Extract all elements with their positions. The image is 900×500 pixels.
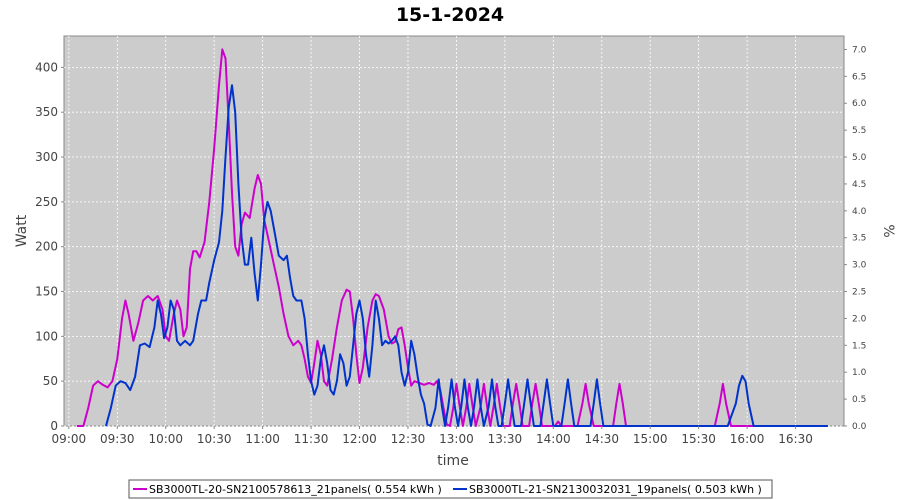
y-right-tick-label: 6.5 <box>852 72 866 82</box>
y-right-tick-label: 0.0 <box>852 422 867 432</box>
y-tick-label: 200 <box>35 240 58 254</box>
x-tick-label: 13:30 <box>488 432 523 446</box>
x-tick-label: 14:30 <box>584 432 619 446</box>
legend-box <box>128 479 773 499</box>
y-right-tick-label: 4.0 <box>852 207 867 217</box>
legend-label-series-1: SB3000TL-20-SN2100578613_21panels( 0.554… <box>149 483 442 496</box>
y-right-tick-label: 2.0 <box>852 314 867 324</box>
y-right-tick-label: 0.5 <box>852 395 866 405</box>
series-layer <box>76 48 828 427</box>
x-axis-title: time <box>437 453 469 469</box>
y-right-tick-label: 6.0 <box>852 99 867 109</box>
legend-label-series-2: SB3000TL-21-SN2130032031_19panels( 0.503… <box>469 483 762 496</box>
y-tick-label: 50 <box>43 374 58 388</box>
x-tick-label: 16:00 <box>730 432 765 446</box>
y-axis-title: Watt <box>14 214 30 247</box>
x-tick-label: 09:00 <box>52 432 87 446</box>
y-right-tick-label: 2.5 <box>852 288 866 298</box>
y-right-tick-label: 1.5 <box>852 341 866 351</box>
y-tick-label: 400 <box>35 60 58 74</box>
x-tick-label: 15:30 <box>681 432 716 446</box>
x-tick-label: 16:30 <box>778 432 813 446</box>
y-right-tick-label: 3.5 <box>852 234 866 244</box>
x-tick-label: 14:00 <box>536 432 571 446</box>
y-tick-label: 0 <box>50 419 58 433</box>
legend: SB3000TL-20-SN2100578613_21panels( 0.554… <box>128 479 773 499</box>
y-axis-left: 0 50 100 150 200 250 300 350 400 <box>35 60 64 433</box>
y-right-tick-label: 5.0 <box>852 153 867 163</box>
y-tick-label: 150 <box>35 285 58 299</box>
y-axis-right: 0.0 0.5 1.0 1.5 2.0 2.5 3.0 3.5 4.0 4.5 5.0 5.5 6.0 6… <box>844 45 867 432</box>
x-axis: 09:00 09:30 10:00 10:30 11:00 11:30 12:00 12:30… <box>52 426 813 446</box>
chart-title: 15-1-2024 <box>396 4 504 26</box>
y-tick-label: 100 <box>35 329 58 343</box>
y-right-tick-label: 7.0 <box>852 45 867 55</box>
x-tick-label: 12:00 <box>342 432 377 446</box>
y-right-tick-label: 3.0 <box>852 261 867 271</box>
plot-area <box>63 35 845 427</box>
y-right-tick-label: 5.5 <box>852 126 866 136</box>
y-tick-label: 300 <box>35 150 58 164</box>
x-tick-label: 13:00 <box>439 432 474 446</box>
x-tick-label: 11:30 <box>294 432 329 446</box>
x-tick-label: 09:30 <box>100 432 135 446</box>
y-tick-label: 250 <box>35 195 58 209</box>
x-tick-label: 10:00 <box>148 432 183 446</box>
y-tick-label: 350 <box>35 105 58 119</box>
y-axis-right-title: % <box>880 224 896 237</box>
x-tick-label: 12:30 <box>391 432 426 446</box>
series-line-2 <box>105 84 828 427</box>
x-tick-label: 10:30 <box>197 432 232 446</box>
x-tick-label: 11:00 <box>245 432 280 446</box>
y-right-tick-label: 1.0 <box>852 368 867 378</box>
x-tick-label: 15:00 <box>633 432 668 446</box>
y-right-tick-label: 4.5 <box>852 180 866 190</box>
